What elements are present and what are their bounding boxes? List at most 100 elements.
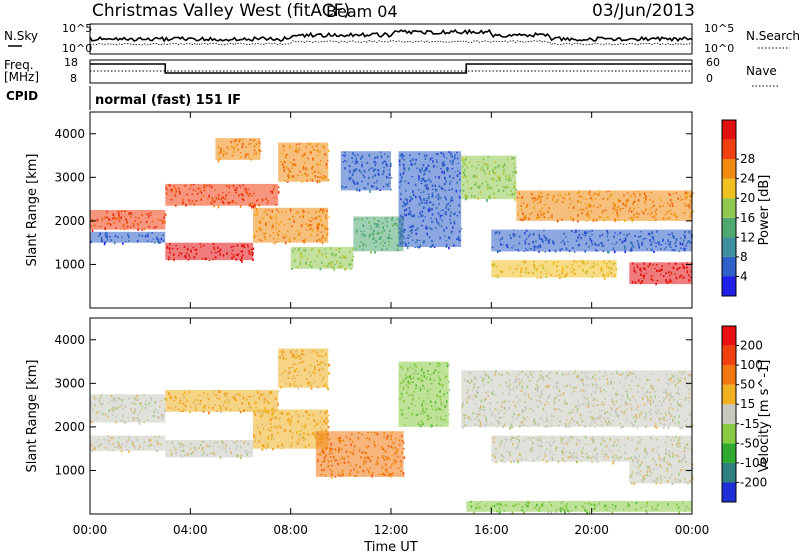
nsearch-trace (89, 40, 693, 46)
x-tick-label: 08:00 (273, 523, 308, 537)
time-x-ticks: 00:00 04:00 08:00 12:00 16:00 20:00 00:00 (73, 112, 709, 537)
colorbar-segment (722, 237, 736, 257)
heatmap-band (315, 431, 404, 477)
heatmap-cell (540, 276, 542, 279)
colorbar-segment (722, 217, 736, 238)
heatmap-cell (349, 268, 352, 270)
colorbar-segment (722, 139, 736, 160)
heatmap-band (90, 210, 166, 230)
heatmap-cell (448, 413, 451, 416)
beam-label: Beam 04 (326, 2, 398, 21)
freq-label: Freq. (4, 58, 34, 72)
colorbar-tick-label: 24 (740, 172, 755, 186)
heatmap-cell (345, 267, 347, 271)
heatmap-cell (509, 426, 511, 430)
power-heatmap-bands (90, 138, 692, 285)
velocity-colorbar-label: Velocity [m s^-1] (757, 360, 772, 473)
heatmap-band (90, 394, 166, 423)
heatmap-cell (568, 511, 570, 513)
colorbar-segment (722, 443, 736, 463)
heatmap-band (461, 155, 517, 200)
heatmap-cell (328, 371, 330, 375)
cpid-label: CPID (6, 89, 38, 103)
heatmap-cell (327, 387, 329, 391)
heatmap-cell (511, 426, 513, 429)
nave-label: Nave (746, 64, 777, 78)
heatmap-cell (286, 181, 289, 183)
heatmap-band (253, 409, 329, 449)
heatmap-cell (390, 177, 393, 179)
date-label: 03/Jun/2013 (592, 1, 695, 21)
heatmap-cell (536, 276, 539, 279)
heatmap-cell (239, 205, 242, 208)
heatmap-cell (591, 461, 594, 463)
heatmap-cell (310, 387, 313, 390)
colorbar-tick-label: 28 (740, 152, 755, 166)
heatmap-band (165, 183, 279, 206)
heatmap-cell (403, 442, 405, 444)
heatmap-cell (277, 390, 280, 392)
heatmap-cell (260, 150, 262, 152)
y-tick-label: 3000 (54, 170, 85, 184)
heatmap-cell (277, 186, 280, 189)
colorbar-tick-label: 16 (740, 211, 755, 225)
x-tick-label: 16:00 (474, 523, 509, 537)
heatmap-band (398, 361, 449, 427)
heatmap-cell (538, 250, 540, 253)
heatmap-cell (445, 246, 448, 248)
colorbar-frame (721, 119, 737, 297)
colorbar-tick-label: 200 (740, 339, 763, 353)
heatmap-cell (462, 426, 464, 429)
heatmap-cell (189, 411, 191, 414)
heatmap-cell (495, 461, 497, 463)
power-colorbar-label: Power [dB] (757, 175, 772, 246)
y-tick-label: 4000 (54, 127, 85, 141)
nsky-label: N.Sky (4, 29, 38, 43)
noise-tick-right-top: 10^5 (704, 22, 734, 35)
heatmap-cell (544, 251, 547, 253)
heatmap-cell (564, 511, 566, 514)
heatmap-cell (577, 220, 579, 223)
colorbar-segment (722, 198, 736, 218)
heatmap-cell (272, 448, 274, 451)
velocity-y-axis-label: Slant Range [km] (25, 360, 40, 473)
heatmap-band (466, 500, 693, 512)
power-colorbar (721, 119, 737, 297)
heatmap-cell (692, 467, 694, 471)
heatmap-cell (333, 268, 336, 272)
heatmap-cell (369, 190, 371, 193)
colorbar-segment (722, 326, 736, 346)
heatmap-cell (321, 242, 324, 245)
heatmap-band (340, 151, 391, 191)
heatmap-cell (517, 461, 519, 464)
freq-tick-top: 18 (64, 56, 78, 69)
heatmap-cell (254, 204, 256, 208)
heatmap-cell (594, 426, 596, 428)
x-tick-label: 12:00 (374, 523, 409, 537)
colorbar-tick-label: 15 (740, 397, 755, 411)
heatmap-cell (328, 216, 330, 218)
heatmap-cell (612, 461, 614, 465)
heatmap-cell (613, 250, 616, 254)
heatmap-cell (327, 426, 330, 429)
heatmap-band (629, 262, 692, 285)
heatmap-band (353, 216, 404, 252)
cpid-value: normal (fast) 151 IF (95, 93, 241, 108)
colorbar-tick-label: 100 (740, 358, 763, 372)
heatmap-cell (418, 246, 421, 249)
heatmap-cell (588, 511, 591, 514)
heatmap-cell (328, 363, 330, 367)
heatmap-cell (681, 426, 684, 430)
heatmap-band (629, 461, 692, 484)
nsearch-label: N.Search (746, 29, 800, 43)
heatmap-cell (291, 268, 293, 270)
heatmap-cell (239, 411, 242, 414)
heatmap-cell (667, 426, 670, 430)
colorbar-segment (722, 159, 736, 179)
heatmap-cell (414, 247, 417, 248)
heatmap-cell (503, 461, 505, 463)
nsky-trace (89, 28, 693, 43)
heatmap-cell (624, 250, 626, 253)
